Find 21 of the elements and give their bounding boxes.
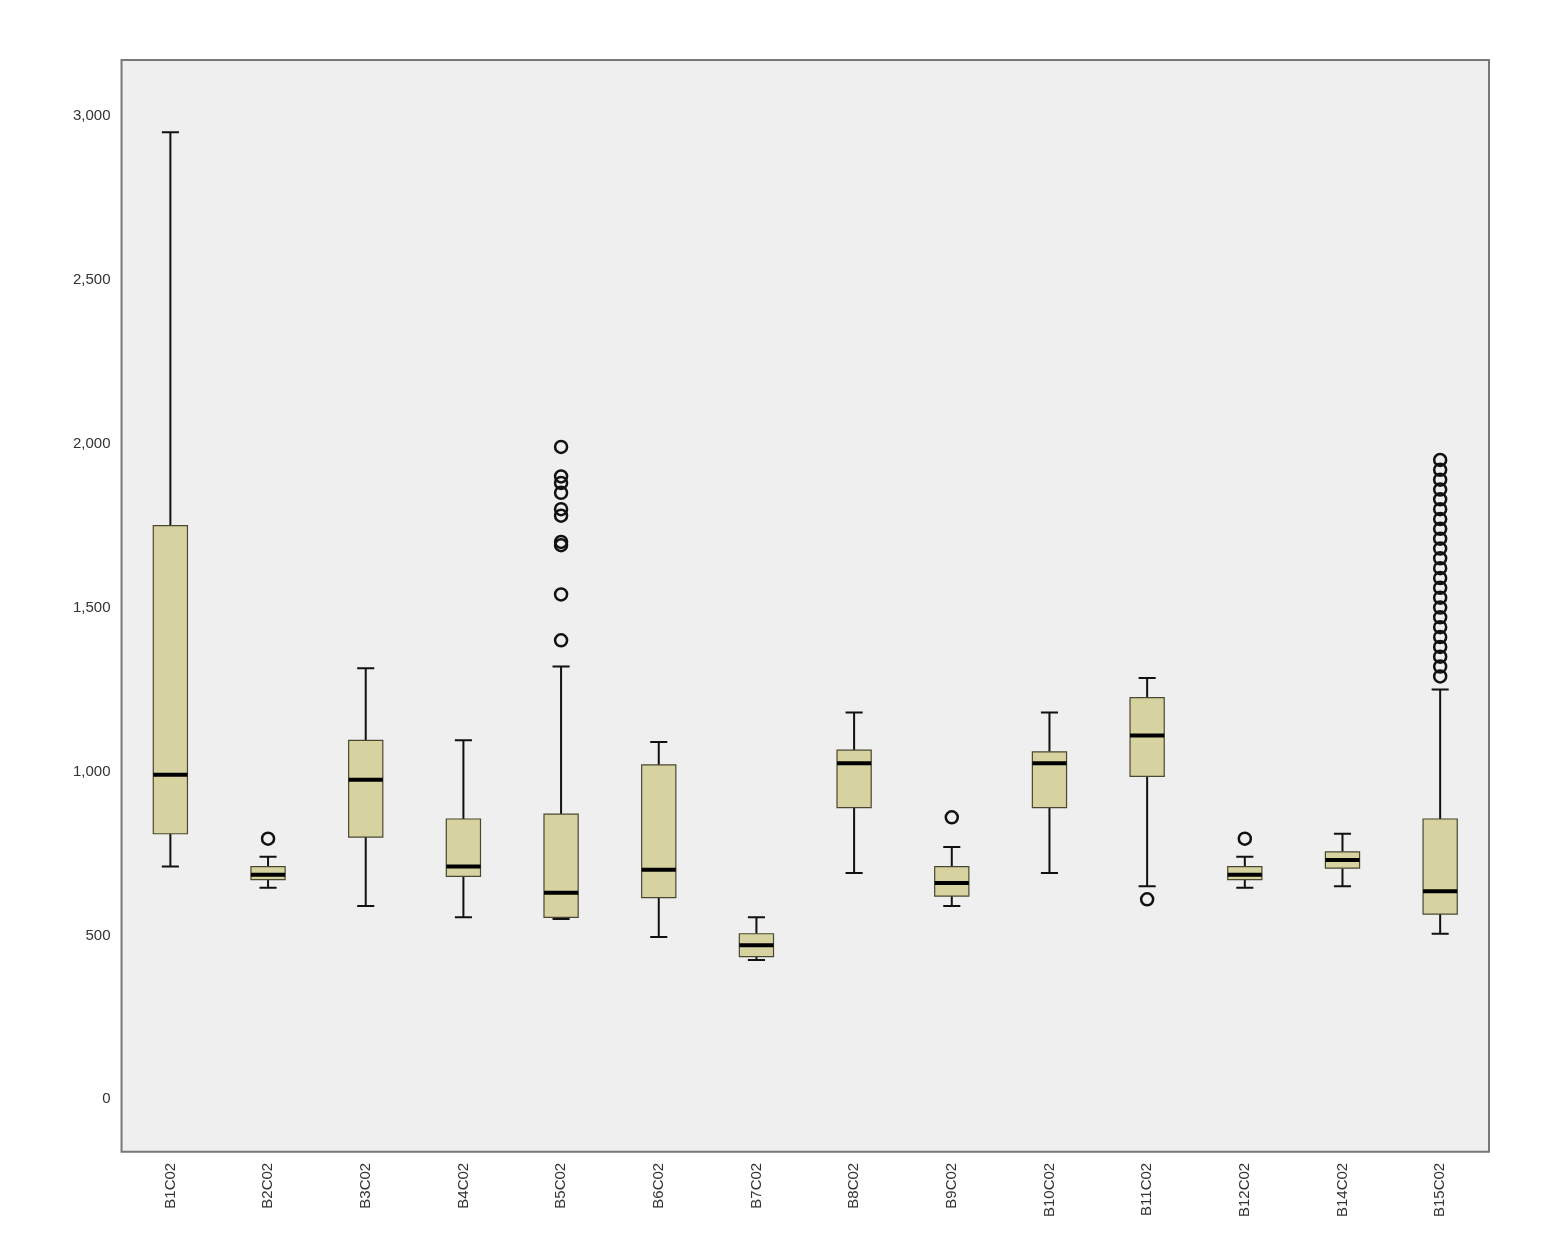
x-tick-label: B6C02 — [648, 1162, 666, 1209]
x-tick-label: B5C02 — [551, 1162, 569, 1209]
x-tick-label: B10C02 — [1039, 1162, 1057, 1218]
x-tick-label: B14C02 — [1332, 1162, 1350, 1218]
x-tick-label: B3C02 — [355, 1162, 373, 1209]
x-tick-label: B15C02 — [1430, 1162, 1448, 1218]
x-tick-label: B9C02 — [941, 1162, 959, 1209]
x-tick-label: B2C02 — [258, 1162, 276, 1209]
y-tick-label: 0 — [102, 1089, 111, 1107]
y-tick-label: 3,000 — [72, 105, 111, 123]
y-tick-label: 2,500 — [72, 269, 111, 287]
y-tick-label: 1,000 — [72, 761, 111, 779]
x-tick-label: B1C02 — [160, 1162, 178, 1209]
y-tick-label: 500 — [85, 925, 111, 943]
x-tick-label: B8C02 — [844, 1162, 862, 1209]
x-tick-label: B7C02 — [746, 1162, 764, 1209]
x-tick-label: B11C02 — [1137, 1162, 1155, 1216]
y-tick-label: 2,000 — [72, 433, 111, 451]
x-tick-label: B4C02 — [453, 1162, 471, 1209]
y-tick-label: 1,500 — [72, 597, 111, 615]
x-tick-label: B12C02 — [1234, 1162, 1252, 1218]
